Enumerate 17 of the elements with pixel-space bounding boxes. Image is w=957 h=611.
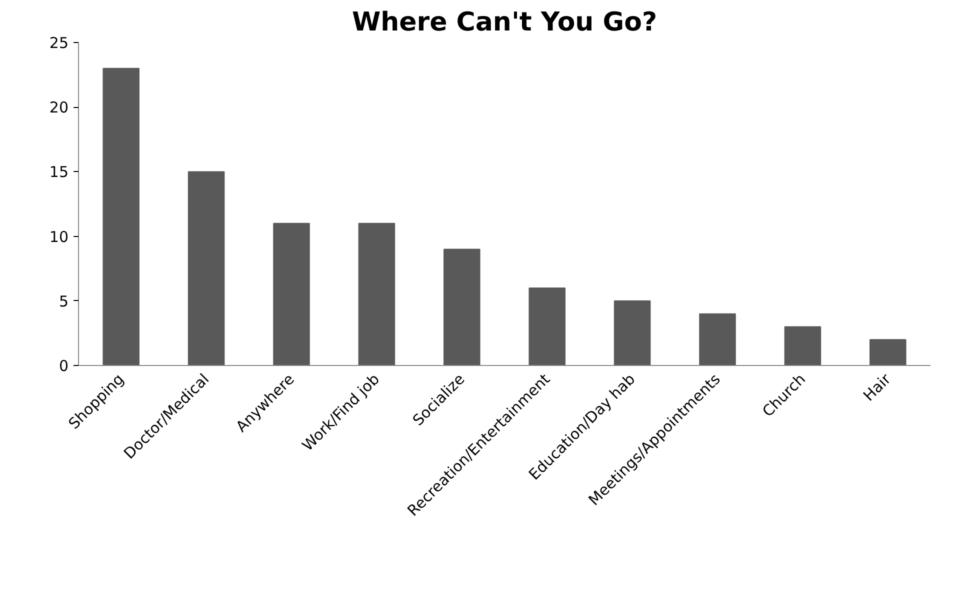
y-tick-label: 5 [58, 292, 69, 310]
bar [358, 222, 396, 366]
y-tick-label: 0 [58, 357, 69, 375]
chart-title: Where Can't You Go? [352, 8, 658, 38]
y-tick-label: 10 [49, 228, 69, 246]
y-tick-label: 15 [49, 163, 69, 182]
bar [528, 287, 566, 366]
bar [699, 313, 736, 366]
bar [870, 339, 906, 366]
bar [102, 68, 140, 366]
bar [273, 222, 310, 366]
y-tick-label: 20 [49, 98, 69, 117]
bar [188, 171, 225, 366]
y-tick-label: 25 [49, 34, 69, 52]
bar [444, 248, 480, 366]
bar [614, 300, 651, 366]
bar [784, 326, 822, 366]
